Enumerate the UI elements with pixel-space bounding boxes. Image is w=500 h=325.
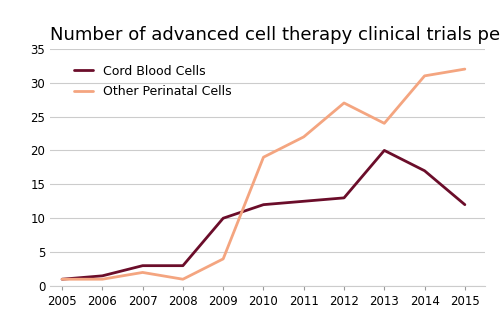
Other Perinatal Cells — [260, 155, 266, 159]
Cord Blood Cells — [382, 149, 388, 152]
Other Perinatal Cells — [382, 121, 388, 125]
Other Perinatal Cells — [301, 135, 307, 139]
Cord Blood Cells — [59, 277, 65, 281]
Other Perinatal Cells — [341, 101, 347, 105]
Cord Blood Cells — [100, 274, 105, 278]
Cord Blood Cells — [341, 196, 347, 200]
Other Perinatal Cells — [140, 270, 145, 274]
Cord Blood Cells — [220, 216, 226, 220]
Other Perinatal Cells — [220, 257, 226, 261]
Cord Blood Cells — [422, 169, 428, 173]
Cord Blood Cells — [462, 203, 468, 207]
Legend: Cord Blood Cells, Other Perinatal Cells: Cord Blood Cells, Other Perinatal Cells — [70, 60, 236, 103]
Other Perinatal Cells — [462, 67, 468, 71]
Cord Blood Cells — [180, 264, 186, 267]
Line: Cord Blood Cells: Cord Blood Cells — [62, 150, 465, 279]
Text: Number of advanced cell therapy clinical trials per year: Number of advanced cell therapy clinical… — [50, 26, 500, 45]
Line: Other Perinatal Cells: Other Perinatal Cells — [62, 69, 465, 279]
Other Perinatal Cells — [100, 277, 105, 281]
Cord Blood Cells — [301, 199, 307, 203]
Other Perinatal Cells — [59, 277, 65, 281]
Cord Blood Cells — [260, 203, 266, 207]
Other Perinatal Cells — [180, 277, 186, 281]
Cord Blood Cells — [140, 264, 145, 267]
Other Perinatal Cells — [422, 74, 428, 78]
